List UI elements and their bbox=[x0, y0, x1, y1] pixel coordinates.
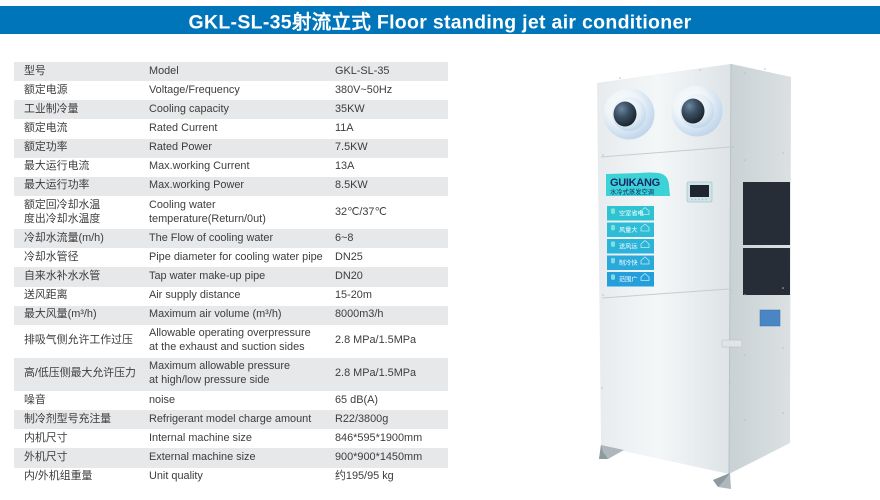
svg-text:制冷快: 制冷快 bbox=[619, 259, 638, 267]
svg-text:GUIKANG: GUIKANG bbox=[610, 177, 660, 189]
svg-text:范围广: 范围广 bbox=[619, 276, 638, 284]
svg-text:送风远: 送风远 bbox=[619, 243, 638, 251]
svg-text:风量大: 风量大 bbox=[619, 226, 638, 234]
svg-text:空室省电: 空室省电 bbox=[619, 210, 644, 218]
svg-text:水冷式蒸发空调: 水冷式蒸发空调 bbox=[610, 187, 654, 196]
